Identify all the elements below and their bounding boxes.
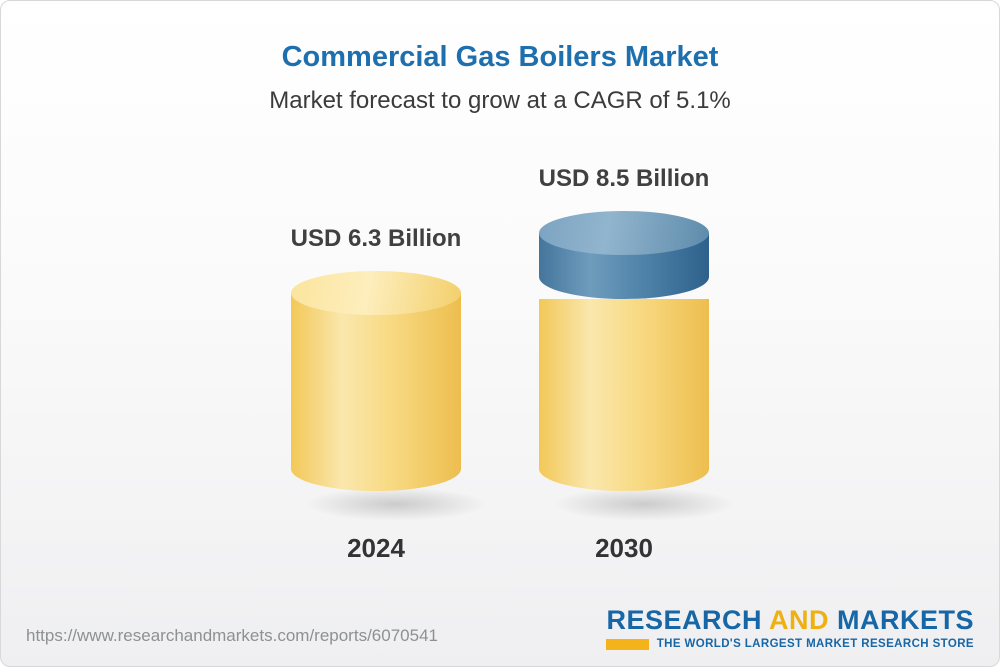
logo-yellow-bar <box>606 638 649 650</box>
source-url-link[interactable]: https://www.researchandmarkets.com/repor… <box>26 626 438 645</box>
bar-2030-base-segment <box>539 299 709 491</box>
page-subtitle: Market forecast to grow at a CAGR of 5.1… <box>269 87 731 114</box>
bar-2024-shadow <box>305 487 487 521</box>
page-title: Commercial Gas Boilers Market <box>281 41 719 73</box>
bar-2024-value-label: USD 6.3 Billion <box>290 225 462 252</box>
bar-2030-category-label: 2030 <box>595 533 653 563</box>
logo-word-and: AND <box>768 604 829 635</box>
bar-2024-category-label: 2024 <box>347 533 405 563</box>
bar-2030-shadow <box>553 487 735 521</box>
bar-2024-cylinder-body <box>291 293 461 491</box>
logo-tagline-row: THE WORLD'S LARGEST MARKET RESEARCH STOR… <box>606 638 974 650</box>
bar-2030: USD 8.5 Billion 2030 <box>539 165 735 563</box>
logo-word-research: RESEARCH <box>606 604 762 635</box>
logo-wordmark: RESEARCH AND MARKETS <box>606 604 974 635</box>
logo-word-markets: MARKETS <box>837 604 974 635</box>
research-and-markets-logo: RESEARCH AND MARKETS THE WORLD'S LARGEST… <box>606 604 974 650</box>
bar-2030-value-label: USD 8.5 Billion <box>538 165 710 192</box>
bar-2030-cylinder-top <box>539 211 709 255</box>
bar-2024-cylinder-top <box>291 271 461 315</box>
logo-tagline-text: THE WORLD'S LARGEST MARKET RESEARCH STOR… <box>656 638 974 650</box>
bar-2024: USD 6.3 Billion 2024 <box>291 225 487 563</box>
